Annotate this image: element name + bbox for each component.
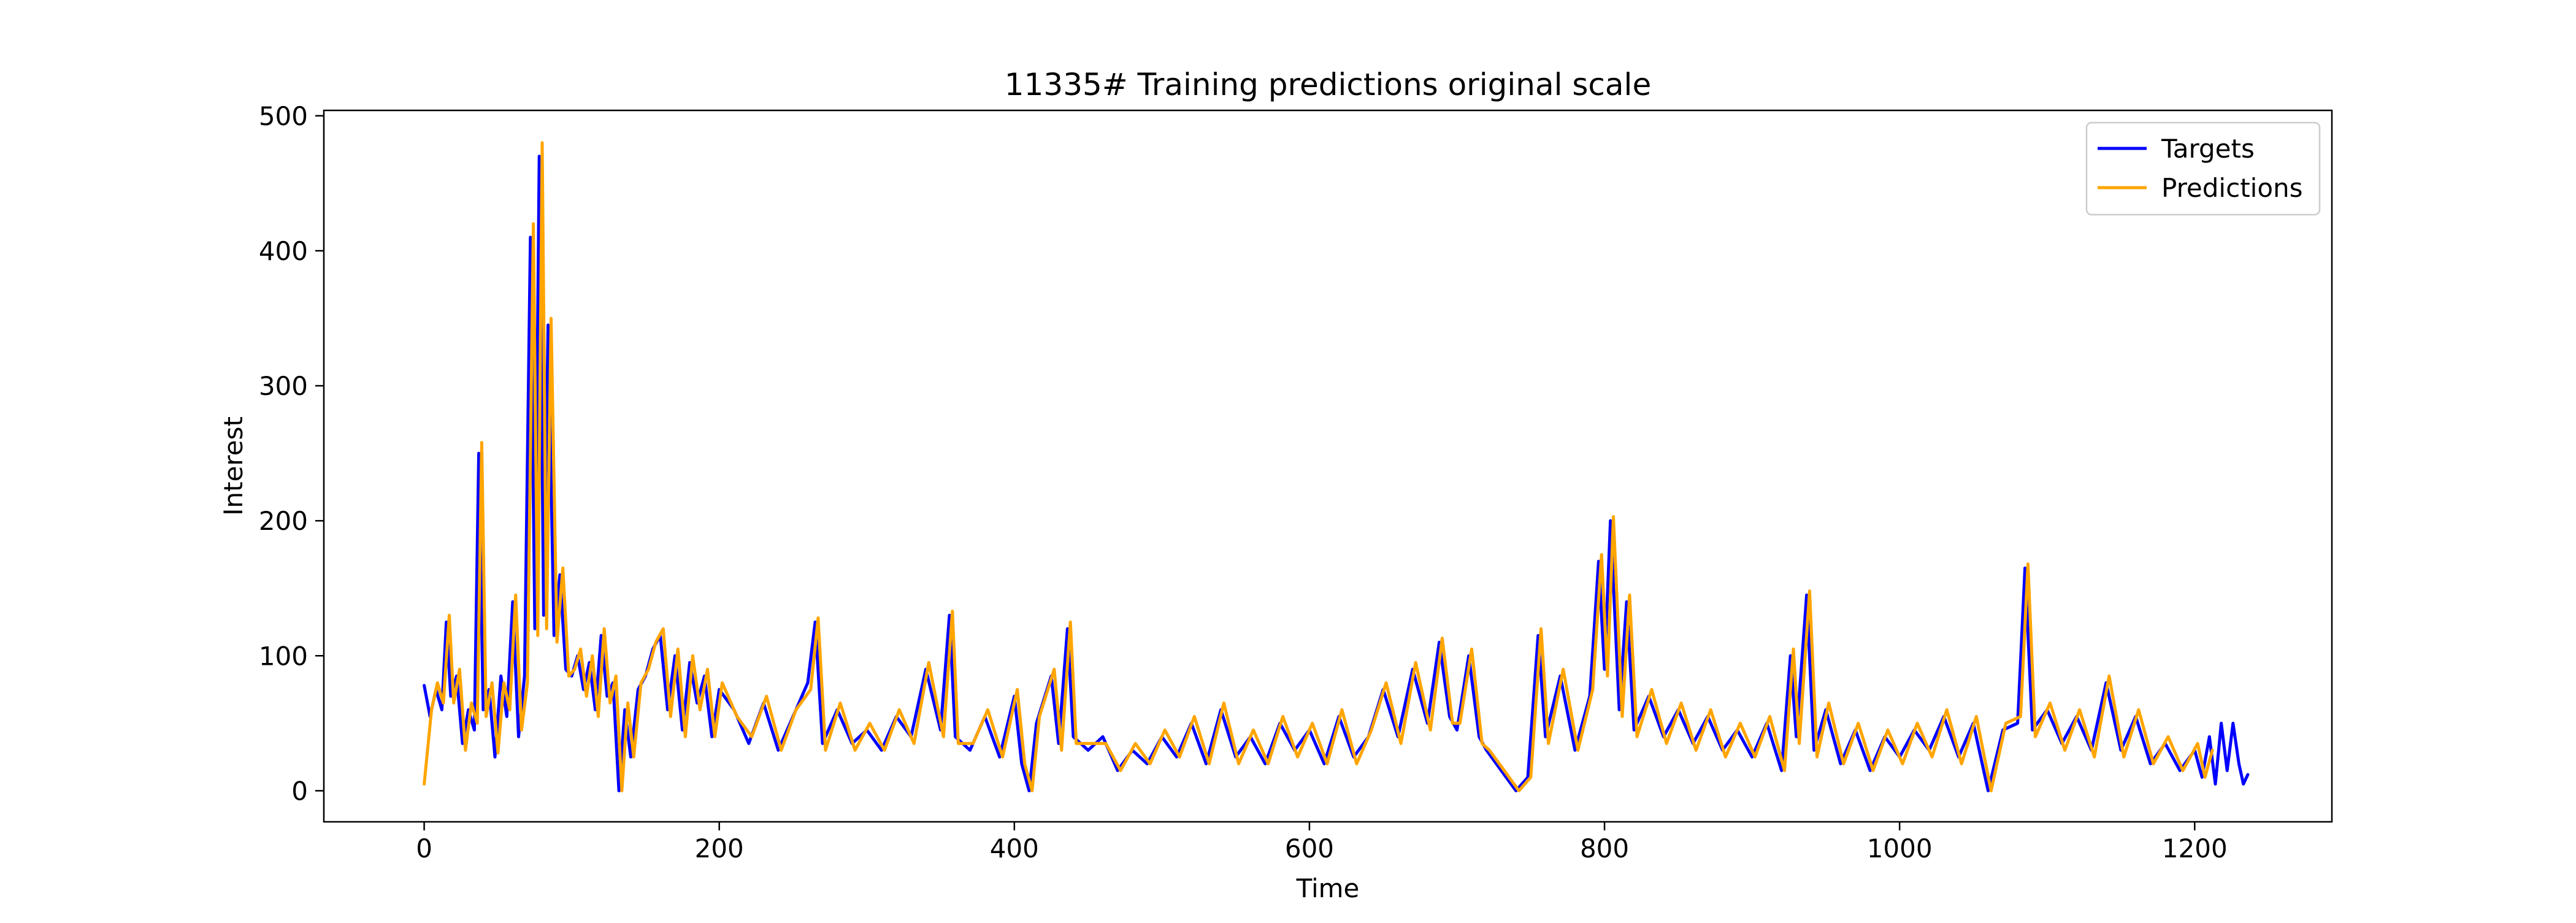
y-axis: 0 100 200 300 400 500 [259,101,324,806]
legend-label-predictions: Predictions [2161,173,2303,203]
y-tick-label: 300 [259,371,308,401]
chart-title: 11335# Training predictions original sca… [1005,67,1651,102]
x-tick-label: 1000 [1867,833,1933,864]
legend-label-targets: Targets [2161,134,2255,164]
y-tick-label: 400 [259,236,308,266]
x-tick-label: 0 [416,833,432,864]
series-line-predictions [423,141,2214,792]
plot-frame [323,109,2333,823]
x-tick-label: 1200 [2162,833,2228,864]
series-layer [423,141,2250,792]
y-tick-label: 500 [259,101,308,131]
x-tick-label: 400 [990,833,1039,864]
x-axis: 0 200 400 600 800 1000 1200 [416,822,2228,864]
y-tick-label: 100 [259,641,308,671]
legend: Targets Predictions [2085,121,2321,216]
y-tick-label: 200 [259,506,308,536]
x-tick-label: 200 [695,833,744,864]
legend-box [2085,121,2321,216]
y-axis-label: Interest [218,416,248,516]
x-tick-label: 600 [1285,833,1334,864]
y-tick-label: 0 [291,776,308,806]
x-axis-label: Time [1296,873,1360,903]
x-tick-label: 800 [1580,833,1629,864]
